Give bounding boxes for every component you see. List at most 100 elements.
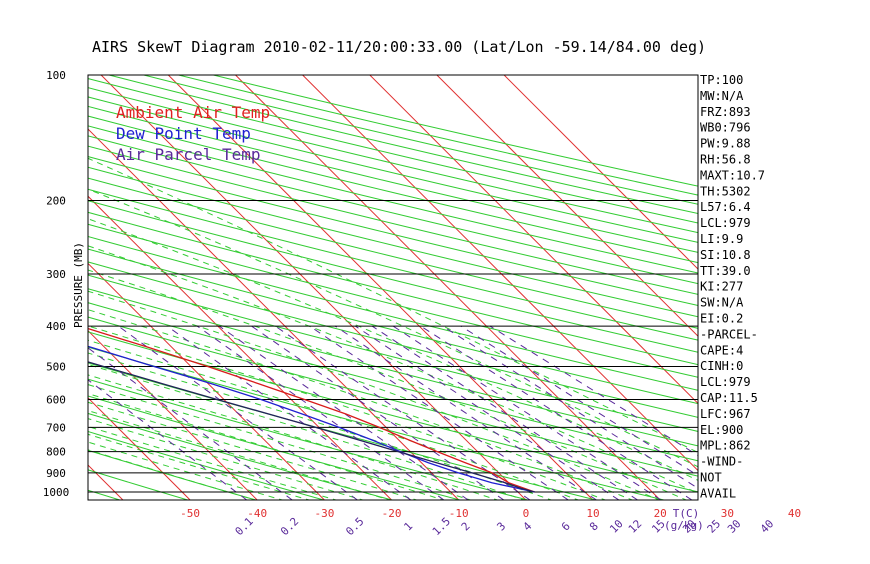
mixing-ratio-line bbox=[489, 325, 698, 457]
mixing-ratio-tick-label: 8 bbox=[587, 520, 601, 534]
ambient-temperature-line bbox=[88, 327, 535, 493]
isotherm-line bbox=[302, 75, 698, 472]
index-label: LCL:979 bbox=[700, 216, 751, 230]
dry-adiabat-line bbox=[88, 362, 596, 500]
mixing-ratio-line bbox=[420, 325, 693, 500]
bottom-temperature-tick-label: -40 bbox=[247, 507, 267, 520]
index-label: EI:0.2 bbox=[700, 312, 743, 326]
dry-adiabat-line bbox=[88, 105, 698, 253]
pressure-tick-label: 700 bbox=[46, 421, 66, 434]
isotherm-line bbox=[100, 75, 527, 500]
mixing-ratio-line bbox=[460, 325, 698, 477]
mixing-ratio-tick-label: 12 bbox=[626, 517, 645, 536]
index-label: MW:N/A bbox=[700, 89, 744, 103]
index-label: LFC:967 bbox=[700, 407, 751, 421]
dry-adiabat-line bbox=[88, 188, 698, 341]
legend-entry: Air Parcel Temp bbox=[116, 145, 261, 164]
bottom-temperature-tick-label: 20 bbox=[654, 507, 667, 520]
dry-adiabat-line bbox=[88, 288, 698, 447]
dry-adiabat-line bbox=[88, 96, 698, 243]
stability-indices: TP:100 MW:N/A FRZ:893 WB0:796 PW:9.88 RH:56.8… bbox=[700, 73, 765, 500]
mixing-ratio-line bbox=[442, 325, 698, 489]
dry-adiabat-line bbox=[88, 135, 698, 285]
dry-adiabat-line bbox=[88, 211, 698, 366]
dry-adiabat-line bbox=[88, 78, 698, 224]
moist-adiabat-line bbox=[88, 384, 473, 500]
index-label: MAXT:10.7 bbox=[700, 168, 765, 182]
dry-adiabat-line bbox=[88, 274, 698, 432]
index-label: LI:9.9 bbox=[700, 232, 743, 246]
index-label: FRZ:893 bbox=[700, 105, 751, 119]
dry-adiabat-line bbox=[88, 115, 698, 264]
dry-adiabat-line bbox=[88, 125, 698, 274]
dry-adiabat-line bbox=[88, 395, 460, 500]
mixing-ratio-line bbox=[88, 347, 293, 500]
dry-adiabat-line bbox=[0, 75, 52, 500]
dry-adiabat-line bbox=[143, 75, 698, 205]
temperature-unit-label: T(C) bbox=[673, 507, 700, 520]
parcel-temperature-line bbox=[88, 361, 535, 493]
dry-adiabat-line bbox=[88, 145, 698, 295]
isotherm-line bbox=[369, 75, 698, 405]
index-label: TP:100 bbox=[700, 73, 743, 87]
mixing-ratio-line bbox=[118, 325, 358, 500]
bottom-temperature-tick-label: -30 bbox=[314, 507, 334, 520]
index-label: LCL:979 bbox=[700, 375, 751, 389]
moist-adiabat-line bbox=[88, 218, 698, 481]
dry-adiabat-line bbox=[88, 236, 698, 391]
mixing-ratio-line bbox=[88, 379, 248, 500]
legend-entry: Ambient Air Temp bbox=[116, 103, 270, 122]
mixing-ratio-line bbox=[196, 325, 445, 500]
moist-adiabat-line bbox=[88, 441, 284, 500]
isobar-lines bbox=[88, 200, 698, 493]
isotherm-line bbox=[436, 75, 698, 337]
bottom-temperature-tick-label: -50 bbox=[180, 507, 200, 520]
mixing-ratio-tick-label: 30 bbox=[725, 517, 744, 536]
mixing-ratio-line bbox=[355, 325, 620, 500]
dry-adiabat-line bbox=[88, 316, 698, 477]
dry-adiabat-line bbox=[108, 75, 698, 215]
moist-adiabat-line bbox=[88, 269, 688, 500]
y-axis-label: PRESSURE (MB) bbox=[72, 242, 85, 328]
isotherm-line bbox=[88, 397, 191, 500]
index-label: TH:5302 bbox=[700, 184, 751, 198]
index-label: EL:900 bbox=[700, 423, 743, 437]
plot-border bbox=[87, 74, 699, 501]
index-label: KI:277 bbox=[700, 280, 743, 294]
index-label: -PARCEL- bbox=[700, 327, 758, 341]
dry-adiabat-line bbox=[88, 412, 392, 500]
index-label: CINH:0 bbox=[700, 359, 743, 373]
pressure-tick-label: 400 bbox=[46, 320, 66, 333]
bottom-temperature-tick-label: 0 bbox=[523, 507, 530, 520]
index-label: CAPE:4 bbox=[700, 343, 743, 357]
dry-adiabat-line bbox=[213, 75, 698, 187]
dry-adiabat-line bbox=[178, 75, 698, 196]
isotherm-line bbox=[503, 75, 698, 270]
pressure-tick-label: 1000 bbox=[43, 486, 70, 499]
index-label: RH:56.8 bbox=[700, 153, 751, 167]
moist-adiabat-line bbox=[88, 449, 258, 500]
mixing-ratio-tick-label: 0.2 bbox=[278, 515, 301, 538]
pressure-tick-label: 300 bbox=[46, 268, 66, 281]
mixing-ratio-tick-label: 1 bbox=[401, 520, 415, 534]
bottom-temperature-tick-label: 10 bbox=[586, 507, 599, 520]
moist-adiabat-line bbox=[88, 188, 698, 468]
dry-adiabat-line bbox=[88, 378, 528, 500]
axis-ticks: 1002003004005006007008009001000-120-110-… bbox=[43, 69, 801, 538]
moist-adiabat-line bbox=[88, 309, 634, 500]
dry-adiabat-line bbox=[88, 261, 698, 418]
index-label: PW:9.88 bbox=[700, 137, 751, 151]
legend-entry: Dew Point Temp bbox=[116, 124, 251, 143]
index-label: SW:N/A bbox=[700, 296, 744, 310]
isotherm-line bbox=[0, 75, 56, 500]
index-label: -WIND- bbox=[700, 455, 743, 469]
mixing-ratio-tick-label: 3 bbox=[494, 520, 508, 534]
sounding-profiles bbox=[88, 327, 535, 493]
pressure-tick-label: 500 bbox=[46, 361, 66, 374]
moist-adiabat-line bbox=[88, 401, 419, 500]
pressure-tick-label: 600 bbox=[46, 394, 66, 407]
mixing-ratio-tick-label: 2 bbox=[459, 520, 473, 534]
isotherm-line bbox=[88, 329, 258, 500]
